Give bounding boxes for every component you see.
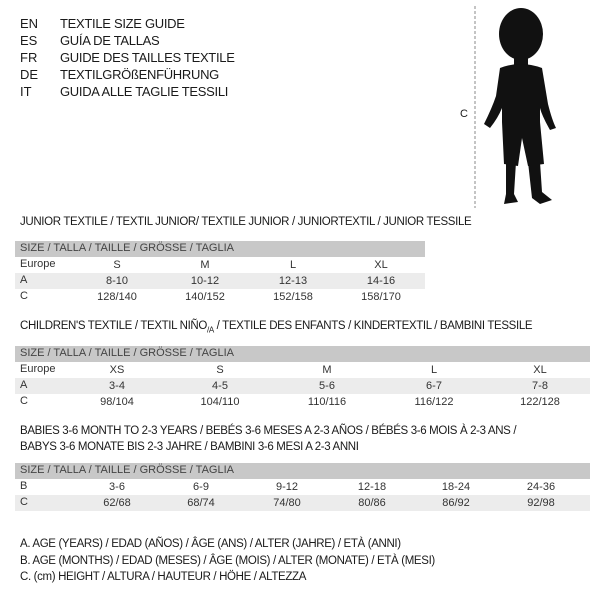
babies-section-title-line1: BABIES 3-6 MONTH TO 2-3 YEARS / BEBÉS 3-… bbox=[20, 425, 517, 437]
cell: 4-5 bbox=[212, 380, 228, 392]
cell: S bbox=[216, 364, 224, 376]
cell: M bbox=[322, 364, 332, 376]
table-row: Europe XS S M L XL bbox=[15, 362, 590, 378]
title-text: CHILDREN'S TEXTILE / TEXTIL NIÑO bbox=[20, 320, 207, 332]
cell: 8-10 bbox=[105, 275, 129, 287]
title-de: TEXTILGRÖßENFÜHRUNG bbox=[60, 67, 219, 82]
cell: 18-24 bbox=[441, 481, 471, 493]
legend-c: C. (cm) HEIGHT / ALTURA / HAUTEUR / HÖHE… bbox=[20, 571, 307, 583]
title-text: / TEXTILE DES ENFANTS / KINDERTEXTIL / B… bbox=[213, 320, 533, 332]
cell: 98/104 bbox=[100, 396, 134, 408]
table-row: C 62/68 68/74 74/80 80/86 86/92 92/98 bbox=[15, 495, 590, 511]
cell: 14-16 bbox=[366, 275, 396, 287]
row-label: C bbox=[20, 290, 28, 302]
cell: 140/152 bbox=[185, 291, 225, 303]
table-header: SIZE / TALLA / TAILLE / GRÖSSE / TAGLIA bbox=[20, 242, 234, 254]
cell: XS bbox=[109, 364, 125, 376]
table-header-row: SIZE / TALLA / TAILLE / GRÖSSE / TAGLIA bbox=[15, 463, 590, 479]
cell: 74/80 bbox=[273, 497, 301, 509]
row-label: C bbox=[20, 395, 28, 407]
cell: L bbox=[289, 259, 297, 271]
row-label: A bbox=[20, 274, 28, 286]
junior-section-title: JUNIOR TEXTILE / TEXTIL JUNIOR/ TEXTILE … bbox=[20, 216, 472, 228]
cell: 80/86 bbox=[358, 497, 386, 509]
children-size-table: SIZE / TALLA / TAILLE / GRÖSSE / TAGLIA … bbox=[15, 346, 590, 410]
table-row: A 8-10 10-12 12-13 14-16 bbox=[15, 273, 425, 289]
cell: 116/122 bbox=[414, 396, 454, 408]
lang-code-de: DE bbox=[20, 67, 39, 82]
row-label: Europe bbox=[20, 363, 56, 375]
cell: 5-6 bbox=[319, 380, 335, 392]
cell: 92/98 bbox=[527, 497, 555, 509]
cell: S bbox=[113, 259, 121, 271]
cell: 7-8 bbox=[532, 380, 548, 392]
table-row: Europe S M L XL bbox=[15, 257, 425, 273]
cell: 62/68 bbox=[103, 497, 131, 509]
cell: 12-18 bbox=[357, 481, 387, 493]
row-label: C bbox=[20, 496, 28, 508]
table-header-row: SIZE / TALLA / TAILLE / GRÖSSE / TAGLIA bbox=[15, 241, 425, 257]
legend-b: B. AGE (MONTHS) / EDAD (MESES) / ÂGE (MO… bbox=[20, 555, 435, 567]
junior-size-table: SIZE / TALLA / TAILLE / GRÖSSE / TAGLIA … bbox=[15, 241, 425, 305]
lang-code-es: ES bbox=[20, 33, 38, 48]
cell: M bbox=[200, 259, 210, 271]
lang-code-fr: FR bbox=[20, 50, 38, 65]
lang-code-it: IT bbox=[20, 84, 32, 99]
title-en: TEXTILE SIZE GUIDE bbox=[60, 16, 185, 31]
cell: 10-12 bbox=[190, 275, 220, 287]
cell: 24-36 bbox=[526, 481, 556, 493]
cell: 9-12 bbox=[275, 481, 299, 493]
title-fr: GUIDE DES TAILLES TEXTILE bbox=[60, 50, 235, 65]
table-row: B 3-6 6-9 9-12 12-18 18-24 24-36 bbox=[15, 479, 590, 495]
table-row: A 3-4 4-5 5-6 6-7 7-8 bbox=[15, 378, 590, 394]
cell: 3-6 bbox=[109, 481, 125, 493]
babies-size-table: SIZE / TALLA / TAILLE / GRÖSSE / TAGLIA … bbox=[15, 463, 590, 511]
lang-code-en: EN bbox=[20, 16, 39, 31]
babies-section-title-line2: BABYS 3-6 MONATE BIS 2-3 JAHRE / BAMBINI… bbox=[20, 441, 359, 453]
cell: 104/110 bbox=[200, 396, 240, 408]
height-label: C bbox=[460, 108, 468, 120]
title-es: GUÍA DE TALLAS bbox=[60, 33, 160, 48]
cell: 3-4 bbox=[109, 380, 125, 392]
cell: 152/158 bbox=[273, 291, 313, 303]
children-section-title: CHILDREN'S TEXTILE / TEXTIL NIÑO/A / TEX… bbox=[20, 320, 533, 335]
table-header: SIZE / TALLA / TAILLE / GRÖSSE / TAGLIA bbox=[20, 347, 234, 359]
cell: XL bbox=[533, 364, 547, 376]
table-header-row: SIZE / TALLA / TAILLE / GRÖSSE / TAGLIA bbox=[15, 346, 590, 362]
cell: 6-7 bbox=[426, 380, 442, 392]
cell: 12-13 bbox=[278, 275, 308, 287]
child-silhouette-icon bbox=[474, 6, 556, 208]
row-label: Europe bbox=[20, 258, 56, 270]
row-label: B bbox=[20, 480, 28, 492]
cell: XL bbox=[374, 259, 388, 271]
title-subscript: /A bbox=[206, 325, 214, 335]
legend-a: A. AGE (YEARS) / EDAD (AÑOS) / ÂGE (ANS)… bbox=[20, 538, 401, 550]
cell: 128/140 bbox=[97, 291, 137, 303]
table-header: SIZE / TALLA / TAILLE / GRÖSSE / TAGLIA bbox=[20, 464, 234, 476]
row-label: A bbox=[20, 379, 28, 391]
cell: 158/170 bbox=[361, 291, 401, 303]
cell: 110/116 bbox=[307, 396, 347, 408]
cell: 86/92 bbox=[442, 497, 470, 509]
table-row: C 98/104 104/110 110/116 116/122 122/128 bbox=[15, 394, 590, 410]
cell: 6-9 bbox=[193, 481, 209, 493]
cell: 122/128 bbox=[520, 396, 560, 408]
table-row: C 128/140 140/152 152/158 158/170 bbox=[15, 289, 425, 305]
cell: 68/74 bbox=[187, 497, 215, 509]
cell: L bbox=[430, 364, 438, 376]
title-it: GUIDA ALLE TAGLIE TESSILI bbox=[60, 84, 229, 99]
